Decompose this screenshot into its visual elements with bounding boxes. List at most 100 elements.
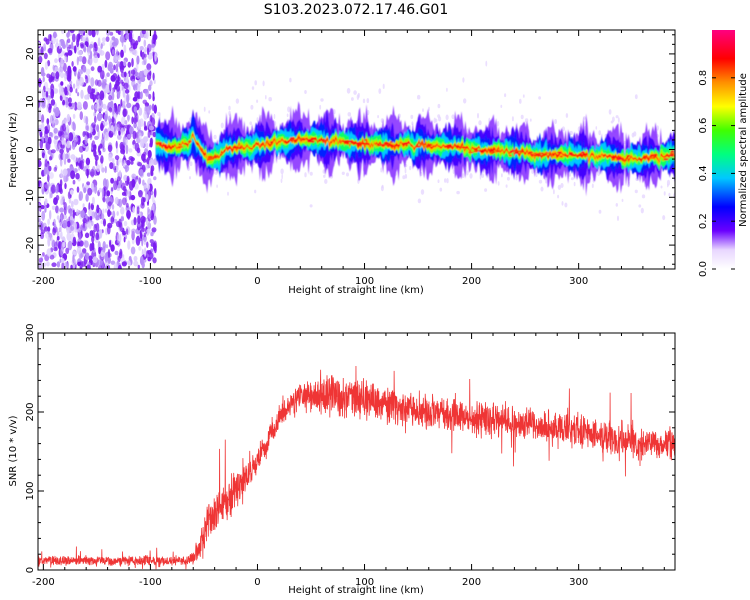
noise-speckle	[76, 78, 80, 87]
noise-speckle	[41, 122, 45, 132]
noise-speckle	[145, 125, 147, 130]
noise-speckle	[141, 153, 146, 162]
noise-speckle	[58, 131, 63, 137]
noise-speckle	[80, 43, 84, 49]
colorbar: 0.0 0.2 0.4 0.6 0.8 Normalized spectral ampl…	[698, 30, 749, 277]
noise-speckle	[120, 143, 124, 153]
colorbar-tick-label: 0.8	[698, 70, 709, 86]
noise-speckle	[53, 88, 59, 94]
noise-speckle	[466, 170, 469, 176]
noise-speckle	[444, 178, 447, 183]
noise-speckle	[120, 79, 124, 85]
noise-speckle	[113, 262, 119, 269]
noise-speckle	[71, 61, 74, 67]
noise-speckle	[109, 67, 114, 74]
noise-speckle	[72, 250, 76, 255]
noise-speckle	[78, 30, 85, 35]
noise-speckle	[62, 123, 66, 132]
noise-speckle	[120, 206, 125, 215]
noise-speckle	[411, 121, 414, 126]
noise-speckle	[97, 129, 100, 139]
noise-speckle	[97, 37, 101, 47]
noise-speckle	[110, 177, 114, 184]
noise-speckle	[139, 46, 144, 51]
noise-speckle	[84, 41, 89, 46]
noise-speckle	[134, 183, 139, 190]
noise-speckle	[137, 264, 140, 269]
noise-speckle	[116, 211, 119, 216]
noise-speckle	[78, 55, 84, 62]
noise-speckle	[88, 30, 92, 36]
noise-speckle	[437, 114, 441, 118]
y-tick-label: 10	[25, 95, 36, 108]
noise-speckle	[68, 132, 74, 142]
noise-speckle	[146, 135, 149, 142]
noise-speckle	[115, 140, 118, 149]
noise-speckle	[78, 232, 82, 242]
noise-speckle	[97, 65, 103, 73]
noise-speckle	[640, 207, 644, 214]
noise-speckle	[94, 211, 98, 219]
noise-speckle	[59, 258, 62, 263]
noise-speckle	[96, 164, 101, 173]
noise-speckle	[90, 168, 95, 178]
noise-speckle	[531, 169, 534, 174]
noise-speckle	[52, 64, 55, 71]
noise-speckle	[87, 59, 90, 64]
noise-speckle	[88, 202, 91, 212]
ridge-peak	[216, 154, 219, 157]
noise-speckle	[95, 232, 99, 241]
ridge-peak	[512, 149, 519, 152]
noise-speckle	[108, 130, 114, 138]
noise-speckle	[82, 248, 87, 254]
ridge-peak	[410, 144, 413, 147]
noise-speckle	[553, 189, 555, 195]
noise-speckle	[137, 215, 141, 225]
noise-speckle	[144, 46, 148, 53]
noise-speckle	[59, 138, 62, 147]
ridge-peak	[639, 158, 643, 161]
ridge-peak	[559, 155, 563, 158]
noise-speckle	[152, 72, 155, 81]
noise-speckle	[93, 55, 99, 64]
ridge-peak	[446, 144, 452, 147]
noise-speckle	[118, 130, 121, 136]
noise-speckle	[153, 34, 156, 44]
noise-speckle	[127, 114, 130, 122]
ridge-peak	[437, 145, 441, 148]
noise-speckle	[66, 232, 71, 241]
noise-speckle	[83, 187, 87, 194]
snr-y-label: SNR (10 * v/v)	[8, 415, 19, 486]
noise-speckle	[64, 132, 70, 140]
noise-speckle	[251, 86, 255, 90]
noise-speckle	[126, 189, 131, 197]
noise-speckle	[121, 197, 127, 206]
ridge-peak	[626, 154, 631, 157]
noise-speckle	[67, 38, 71, 43]
noise-speckle	[139, 237, 143, 242]
noise-speckle	[125, 144, 129, 155]
noise-speckle	[304, 90, 307, 94]
spectrogram-y-label: Frequency (Hz)	[8, 112, 19, 188]
noise-speckle	[634, 94, 638, 100]
noise-speckle	[84, 240, 89, 248]
noise-speckle	[274, 121, 277, 126]
ridge-peak	[648, 157, 654, 159]
noise-speckle	[146, 241, 149, 248]
noise-speckle	[117, 234, 120, 244]
noise-speckle	[41, 210, 46, 221]
noise-speckle	[39, 89, 42, 94]
noise-speckle	[107, 201, 112, 207]
noise-speckle	[73, 198, 79, 206]
noise-speckle	[108, 106, 113, 113]
noise-speckle	[110, 260, 116, 265]
noise-speckle	[116, 49, 119, 57]
noise-speckle	[608, 109, 612, 115]
noise-speckle	[40, 229, 46, 234]
noise-speckle	[569, 130, 573, 136]
noise-speckle	[56, 261, 61, 268]
noise-speckle	[106, 190, 111, 197]
ridge-peak	[564, 154, 569, 157]
noise-speckle	[227, 191, 229, 196]
noise-speckle	[100, 251, 105, 257]
